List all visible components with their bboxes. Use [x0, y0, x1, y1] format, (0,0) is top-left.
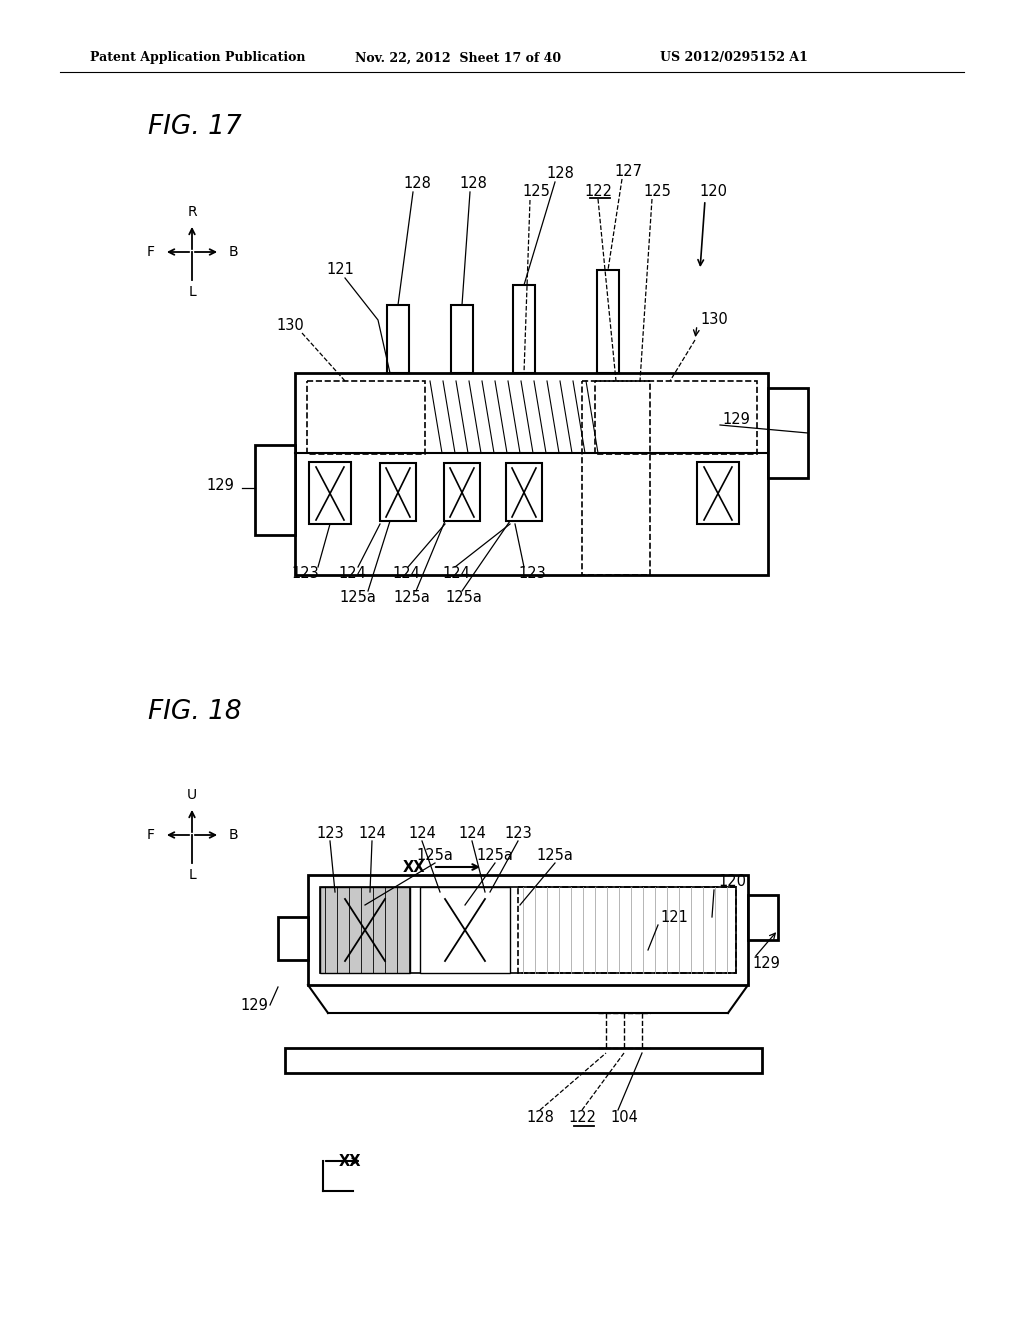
Polygon shape: [597, 271, 618, 374]
Polygon shape: [255, 445, 295, 535]
Polygon shape: [380, 463, 416, 521]
Text: 125a: 125a: [417, 847, 454, 862]
Polygon shape: [278, 917, 308, 960]
Text: 125a: 125a: [445, 590, 482, 606]
Text: 124: 124: [358, 825, 386, 841]
Text: 125a: 125a: [476, 847, 513, 862]
Text: 124: 124: [458, 825, 486, 841]
Text: 128: 128: [526, 1110, 554, 1126]
Text: 123: 123: [504, 825, 531, 841]
Text: 125a: 125a: [537, 847, 573, 862]
Text: 120: 120: [718, 874, 746, 888]
Text: R: R: [187, 205, 197, 219]
Text: 129: 129: [752, 956, 780, 970]
Polygon shape: [319, 887, 736, 973]
Text: 121: 121: [660, 909, 688, 924]
Text: B: B: [228, 828, 238, 842]
Text: Patent Application Publication: Patent Application Publication: [90, 51, 305, 65]
Text: 129: 129: [722, 412, 750, 428]
Text: 124: 124: [442, 565, 470, 581]
Text: F: F: [147, 246, 155, 259]
Text: 124: 124: [338, 565, 366, 581]
Text: 129: 129: [206, 479, 234, 494]
Text: 120: 120: [699, 183, 727, 198]
Text: US 2012/0295152 A1: US 2012/0295152 A1: [660, 51, 808, 65]
Text: FIG. 17: FIG. 17: [148, 114, 242, 140]
Text: 128: 128: [403, 176, 431, 190]
Text: 121: 121: [326, 263, 354, 277]
Text: 130: 130: [700, 313, 728, 327]
Text: 123: 123: [316, 825, 344, 841]
Text: 104: 104: [610, 1110, 638, 1126]
Text: L: L: [188, 285, 196, 300]
Text: 130: 130: [276, 318, 304, 333]
Text: 129: 129: [240, 998, 268, 1012]
Polygon shape: [295, 374, 768, 576]
Text: F: F: [147, 828, 155, 842]
Text: 124: 124: [392, 565, 420, 581]
Text: FIG. 18: FIG. 18: [148, 700, 242, 725]
Text: Nov. 22, 2012  Sheet 17 of 40: Nov. 22, 2012 Sheet 17 of 40: [355, 51, 561, 65]
Text: 128: 128: [459, 176, 487, 190]
Text: 127: 127: [614, 164, 642, 178]
Polygon shape: [387, 305, 409, 374]
Text: U: U: [187, 788, 197, 803]
Text: 124: 124: [408, 825, 436, 841]
Text: 123: 123: [291, 565, 318, 581]
Text: 125a: 125a: [393, 590, 430, 606]
Text: 125: 125: [522, 185, 550, 199]
Polygon shape: [420, 887, 510, 973]
Polygon shape: [309, 462, 351, 524]
Polygon shape: [319, 887, 410, 973]
Polygon shape: [513, 285, 535, 374]
Text: 122: 122: [568, 1110, 596, 1126]
Text: 125: 125: [643, 183, 671, 198]
Text: 122: 122: [584, 183, 612, 198]
Text: XX: XX: [402, 859, 425, 874]
Polygon shape: [506, 463, 542, 521]
Polygon shape: [285, 1048, 762, 1073]
Text: L: L: [188, 869, 196, 882]
Polygon shape: [748, 895, 778, 940]
Text: 125a: 125a: [340, 590, 377, 606]
Text: 128: 128: [546, 166, 573, 181]
Text: B: B: [228, 246, 238, 259]
Text: XX: XX: [339, 1154, 361, 1168]
Polygon shape: [697, 462, 739, 524]
Text: 123: 123: [518, 565, 546, 581]
Polygon shape: [444, 463, 480, 521]
Polygon shape: [451, 305, 473, 374]
Polygon shape: [308, 875, 748, 985]
Polygon shape: [768, 388, 808, 478]
